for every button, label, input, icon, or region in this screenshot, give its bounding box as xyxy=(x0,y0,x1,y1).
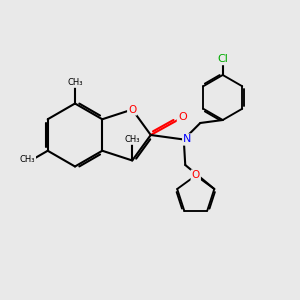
Text: CH₃: CH₃ xyxy=(67,78,83,87)
Text: CH₃: CH₃ xyxy=(124,135,140,144)
Text: N: N xyxy=(183,134,191,145)
Text: O: O xyxy=(192,170,200,181)
Text: Cl: Cl xyxy=(217,54,228,64)
Text: O: O xyxy=(128,104,136,115)
Text: O: O xyxy=(178,112,187,122)
Text: CH₃: CH₃ xyxy=(20,154,35,164)
